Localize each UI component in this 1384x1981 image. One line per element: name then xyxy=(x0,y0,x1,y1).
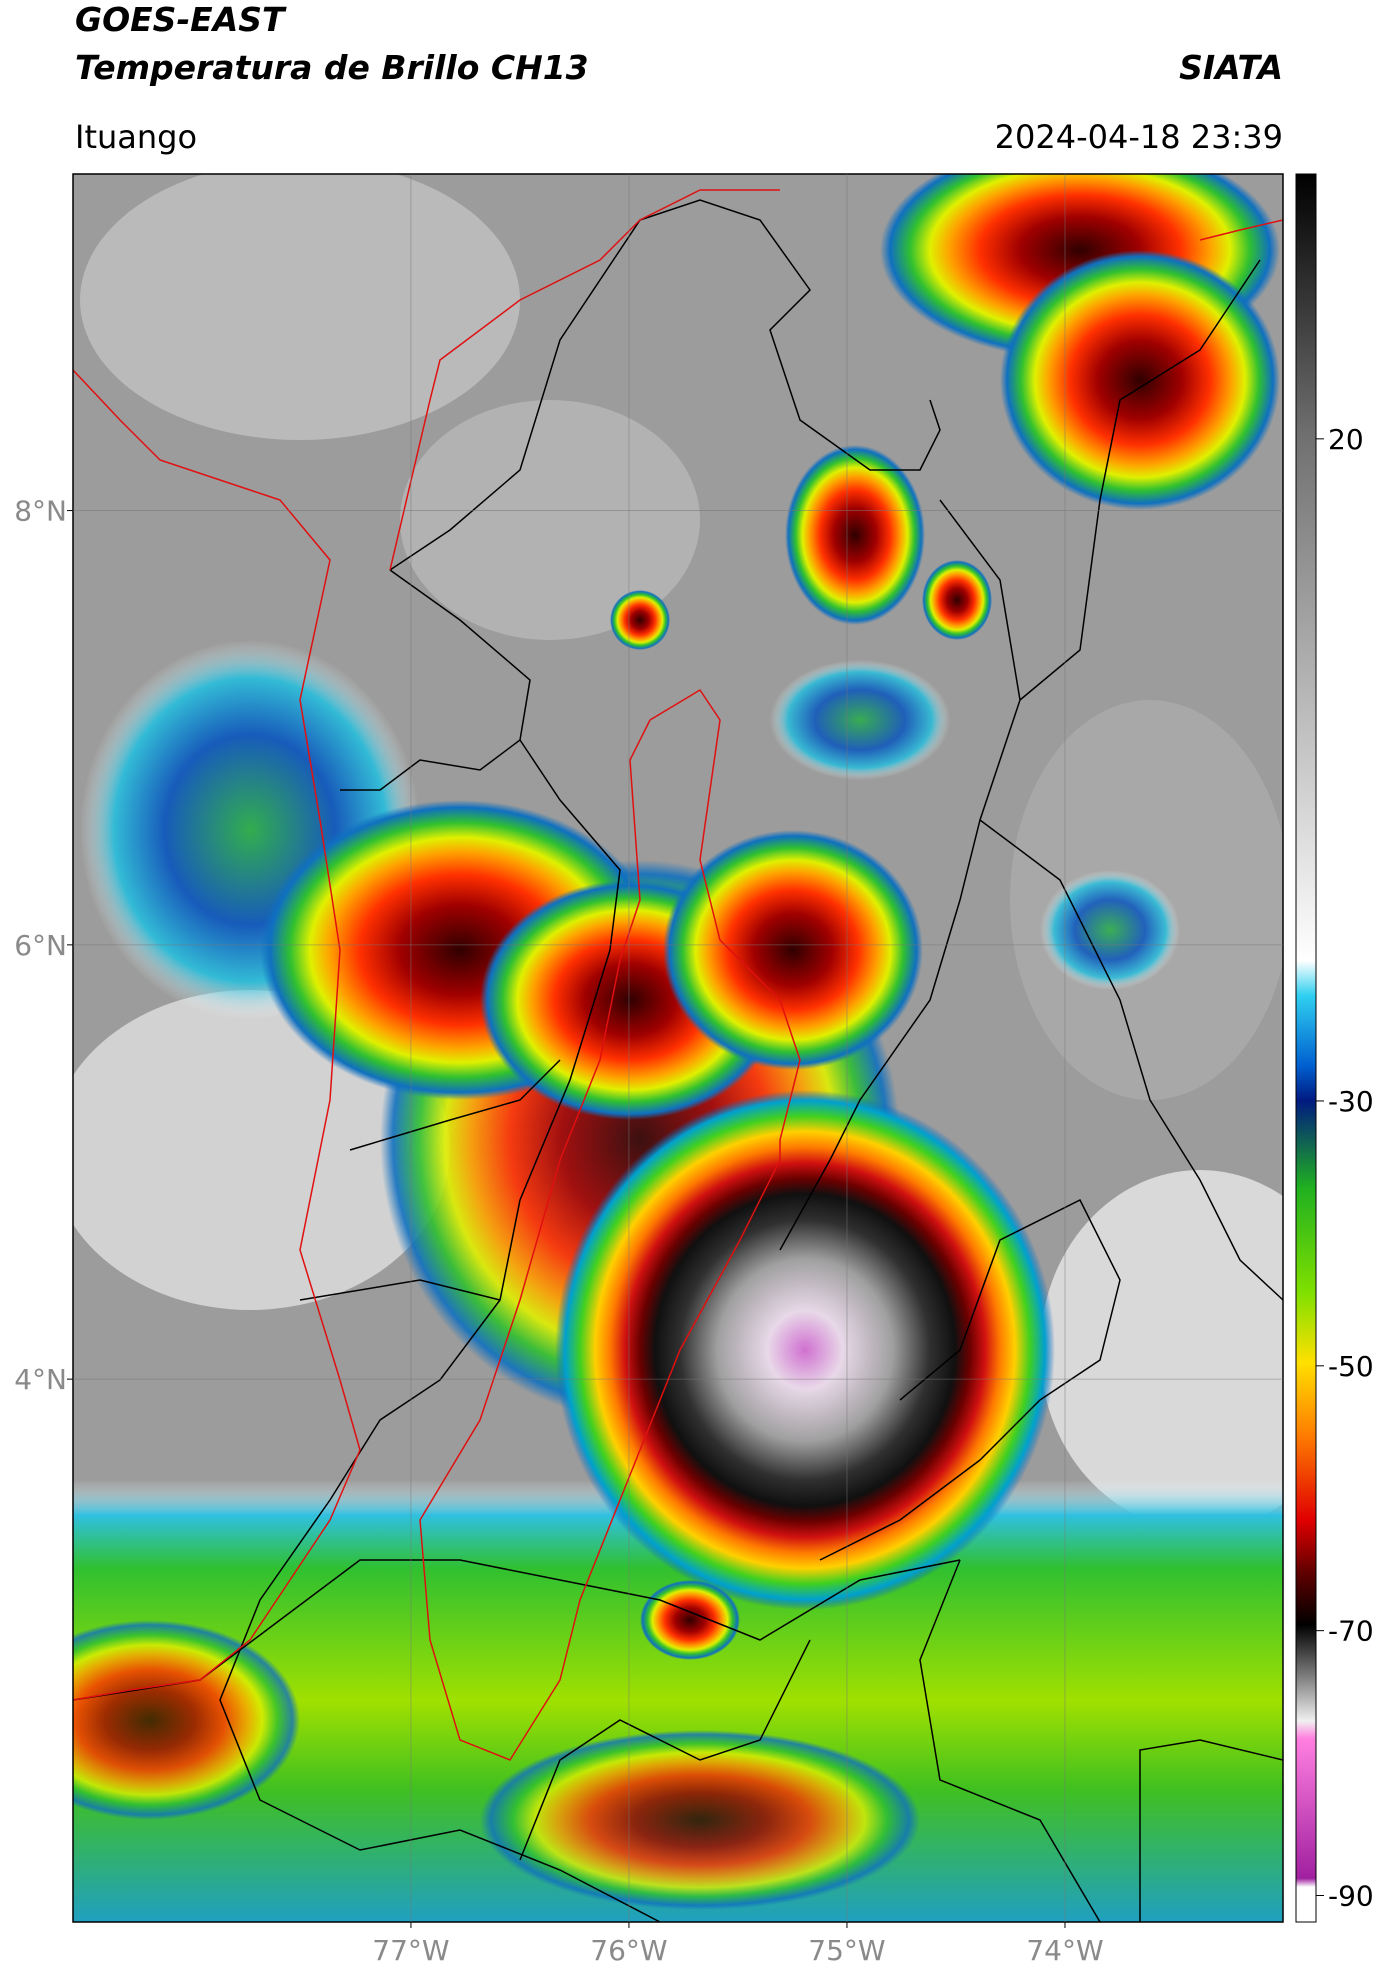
subtitle: Temperatura de Brillo CH13 xyxy=(75,48,589,87)
x-tick-label: 76°W xyxy=(590,1934,667,1967)
x-tick-label: 75°W xyxy=(808,1934,885,1967)
x-tick-label: 74°W xyxy=(1026,1934,1103,1967)
location: Ituango xyxy=(75,118,197,156)
y-tick-label: 6°N xyxy=(14,929,67,962)
title: GOES-EAST xyxy=(75,0,287,39)
colorbar xyxy=(1295,173,1317,1923)
colorbar-tick-label: -90 xyxy=(1328,1880,1374,1913)
colorbar-tick-label: 20 xyxy=(1328,423,1364,456)
map-frame xyxy=(72,173,1284,1923)
y-tick-label: 4°N xyxy=(14,1363,67,1396)
y-tick-label: 8°N xyxy=(14,495,67,528)
satellite-image xyxy=(73,174,1283,1922)
colorbar-tick-label: -70 xyxy=(1328,1615,1374,1648)
x-tick-label: 77°W xyxy=(372,1934,449,1967)
colorbar-tick-label: -30 xyxy=(1328,1085,1374,1118)
source: SIATA xyxy=(1179,48,1283,87)
colorbar-tick-label: -50 xyxy=(1328,1350,1374,1383)
timestamp: 2024-04-18 23:39 xyxy=(995,118,1283,156)
